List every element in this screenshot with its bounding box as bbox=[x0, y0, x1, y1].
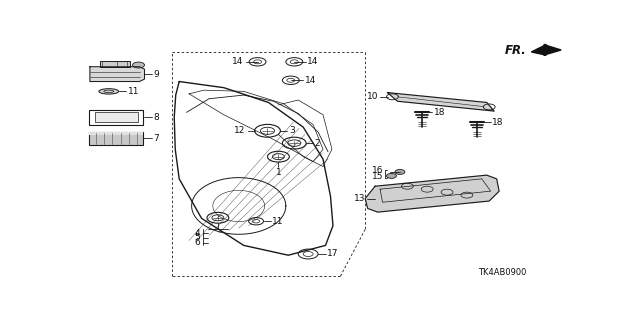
Polygon shape bbox=[388, 92, 494, 111]
FancyBboxPatch shape bbox=[95, 112, 138, 122]
Text: 17: 17 bbox=[327, 250, 339, 259]
Text: TK4AB0900: TK4AB0900 bbox=[478, 268, 527, 277]
Text: 16: 16 bbox=[372, 166, 383, 175]
Polygon shape bbox=[365, 175, 499, 212]
Text: 7: 7 bbox=[154, 134, 159, 143]
Text: 2: 2 bbox=[315, 139, 320, 148]
Text: 9: 9 bbox=[154, 70, 159, 79]
Text: 13: 13 bbox=[354, 194, 365, 203]
FancyBboxPatch shape bbox=[89, 132, 143, 135]
Ellipse shape bbox=[99, 89, 118, 94]
Text: 11: 11 bbox=[273, 217, 284, 226]
Text: 5: 5 bbox=[195, 234, 200, 243]
Circle shape bbox=[387, 173, 396, 178]
Text: 18: 18 bbox=[492, 118, 504, 127]
Text: 15: 15 bbox=[372, 172, 383, 181]
Text: 14: 14 bbox=[305, 76, 316, 85]
Text: 1: 1 bbox=[276, 168, 281, 177]
Text: 4: 4 bbox=[195, 228, 200, 237]
Circle shape bbox=[395, 170, 405, 174]
Text: 11: 11 bbox=[127, 87, 139, 96]
Polygon shape bbox=[90, 67, 145, 82]
Text: 18: 18 bbox=[434, 108, 445, 117]
Text: 3: 3 bbox=[289, 126, 294, 135]
Polygon shape bbox=[531, 44, 561, 55]
FancyBboxPatch shape bbox=[89, 132, 143, 145]
Text: 14: 14 bbox=[307, 57, 319, 66]
Text: 10: 10 bbox=[367, 92, 379, 101]
FancyBboxPatch shape bbox=[100, 60, 129, 68]
Circle shape bbox=[132, 62, 145, 68]
Text: 6: 6 bbox=[195, 238, 200, 247]
Text: 14: 14 bbox=[232, 57, 244, 66]
Text: 8: 8 bbox=[154, 113, 159, 122]
Text: 12: 12 bbox=[234, 126, 246, 135]
Text: FR.: FR. bbox=[505, 44, 527, 57]
